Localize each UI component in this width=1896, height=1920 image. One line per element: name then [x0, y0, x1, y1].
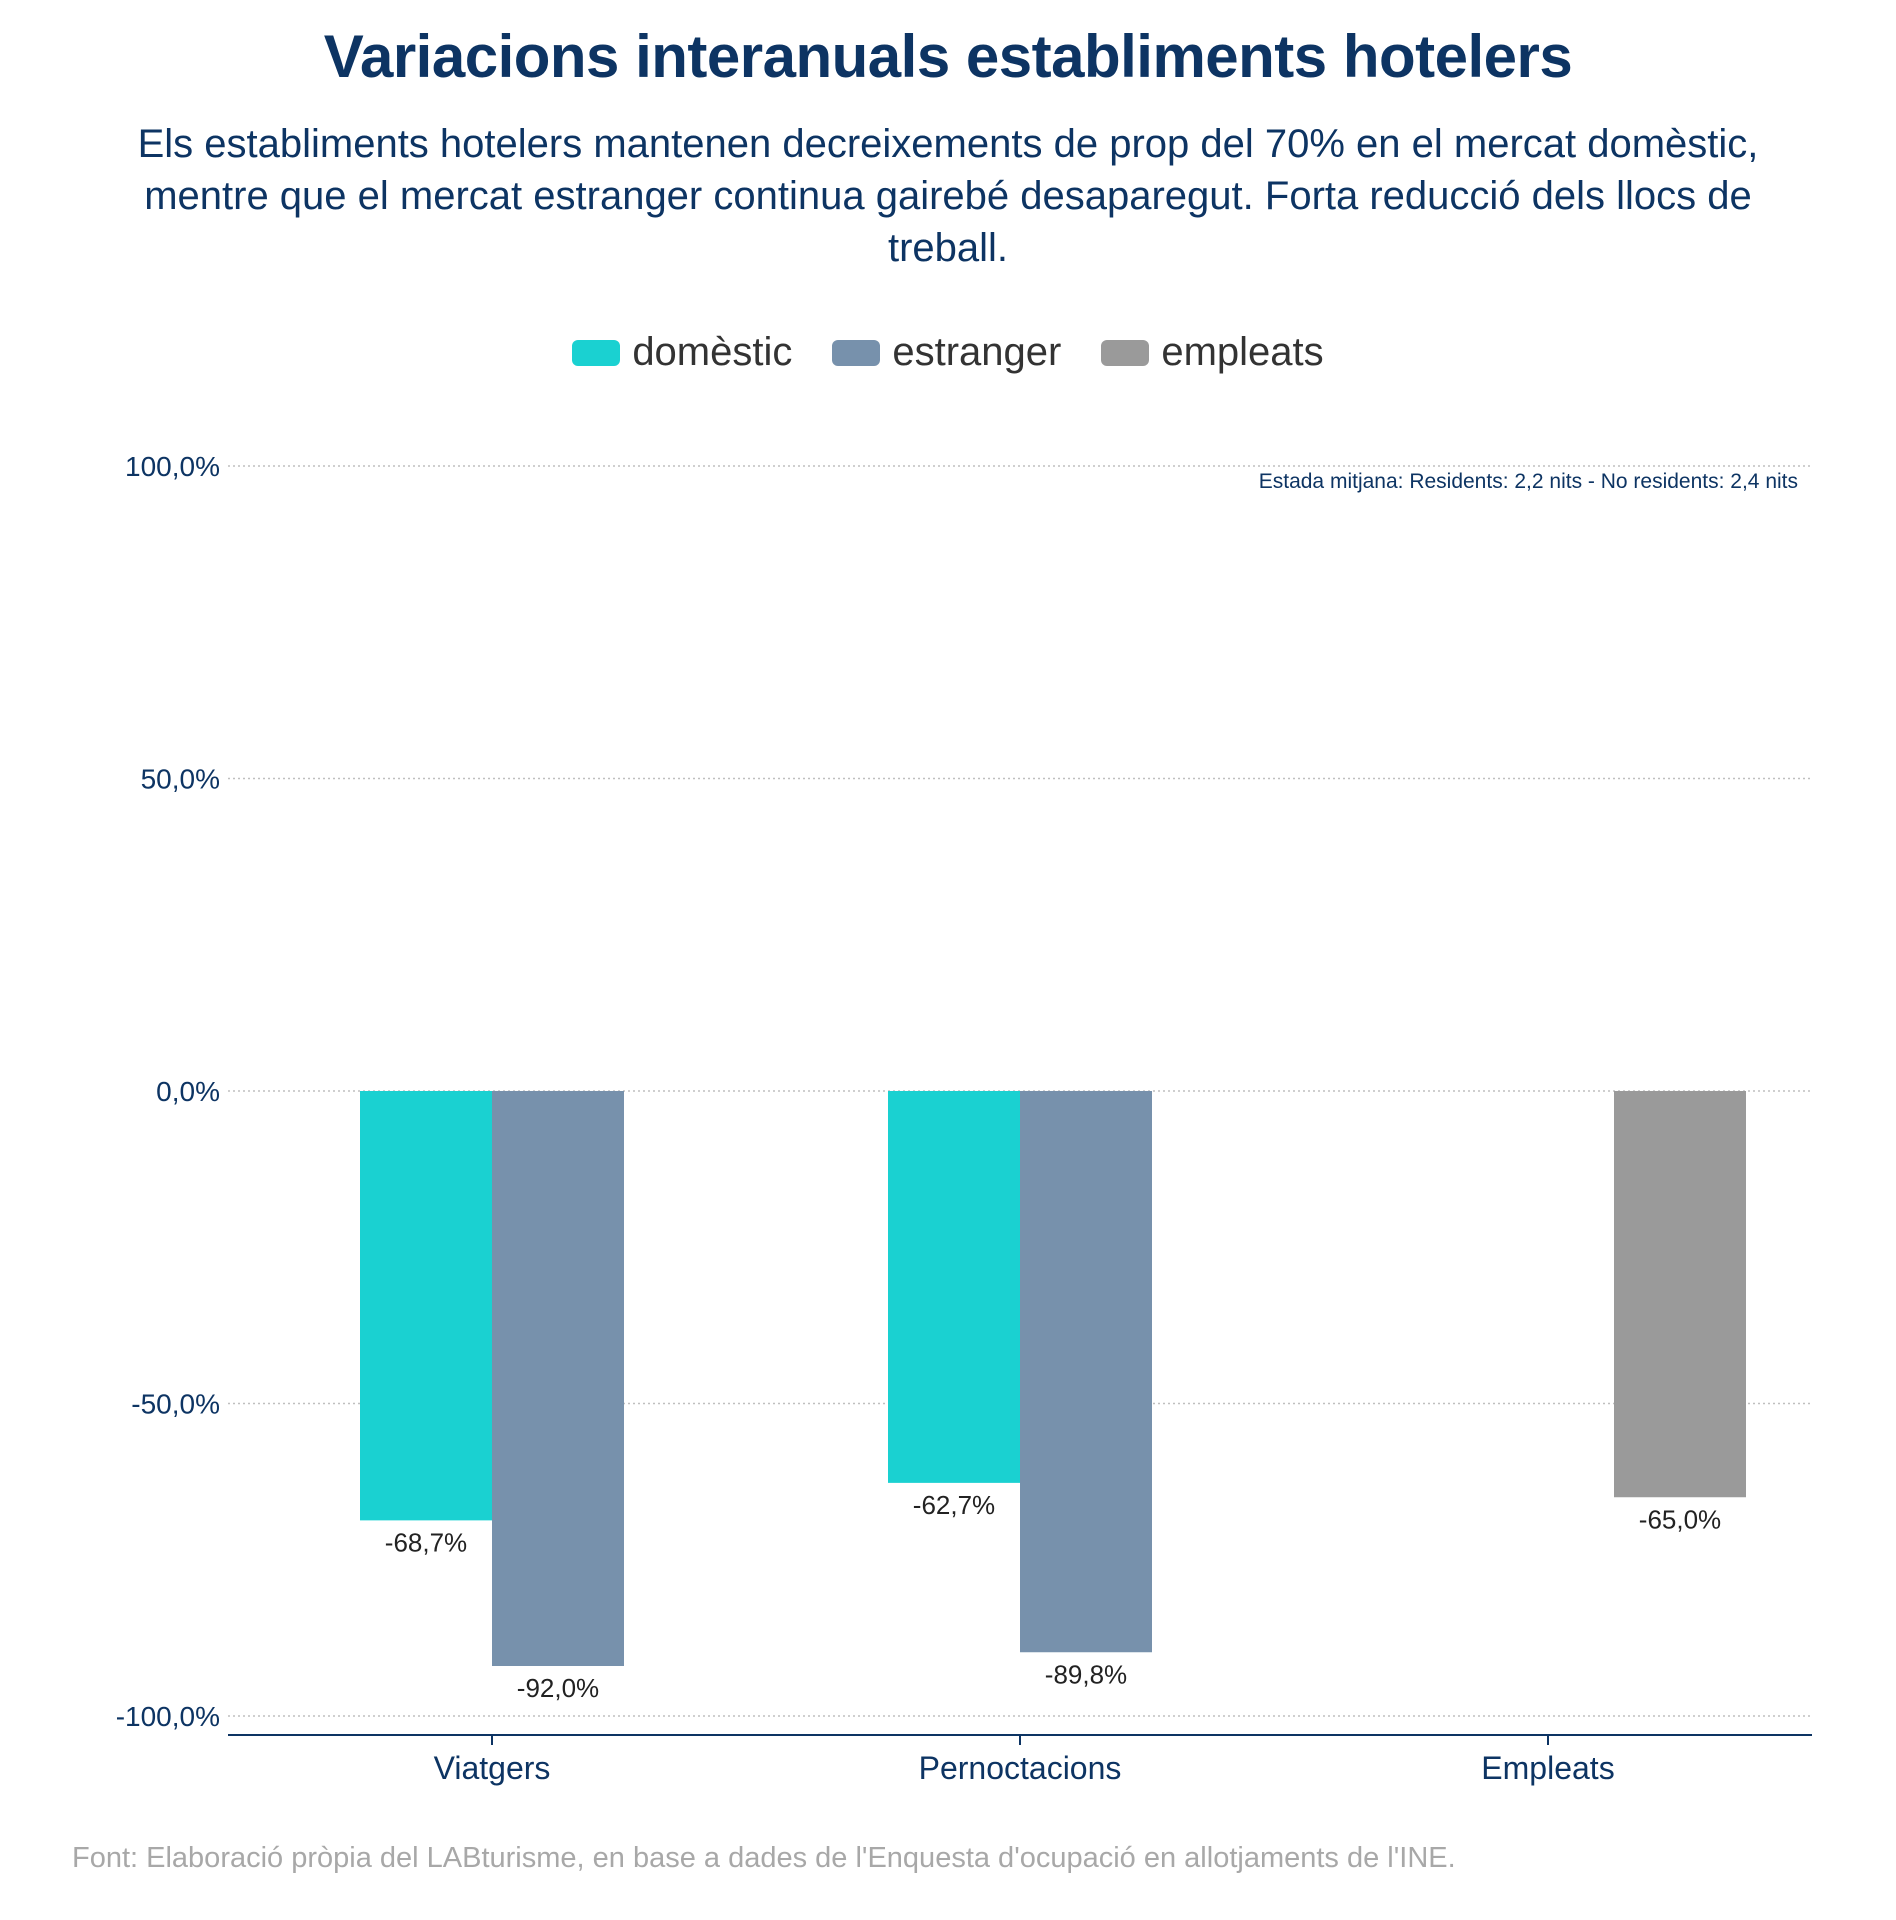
legend-item-domestic[interactable]: domèstic [572, 330, 792, 375]
data-label: -89,8% [1045, 1659, 1127, 1689]
legend: domèstic estranger empleats [0, 330, 1896, 375]
bar-domèstic [360, 1091, 492, 1521]
x-tick-label: Pernoctacions [919, 1750, 1122, 1786]
chart-title: Variacions interanuals establiments hote… [323, 23, 1573, 90]
legend-swatch-domestic [572, 339, 621, 366]
source-note: Font: Elaboració pròpia del LABturisme, … [72, 1842, 1456, 1874]
legend-label-estranger: estranger [892, 330, 1062, 374]
legend-label-domestic: domèstic [632, 330, 793, 374]
y-tick-label: -50,0% [131, 1389, 220, 1420]
chart-annotation: Estada mitjana: Residents: 2,2 nits - No… [1258, 470, 1798, 493]
legend-label-empleats: empleats [1161, 330, 1324, 374]
data-label: -65,0% [1639, 1504, 1721, 1534]
y-tick-label: 0,0% [156, 1076, 220, 1107]
bar-domèstic [888, 1091, 1020, 1483]
legend-swatch-empleats [1101, 339, 1150, 366]
bar-estranger [492, 1091, 624, 1666]
legend-swatch-estranger [832, 339, 881, 366]
legend-item-estranger[interactable]: estranger [832, 330, 1061, 375]
x-tick-label: Empleats [1481, 1750, 1614, 1786]
data-label: -62,7% [913, 1490, 995, 1520]
data-label: -68,7% [385, 1527, 467, 1557]
legend-item-empleats[interactable]: empleats [1101, 330, 1324, 375]
bar-empleats [1614, 1091, 1746, 1498]
y-tick-label: 50,0% [141, 764, 220, 795]
data-label: -92,0% [517, 1673, 599, 1703]
y-tick-label: 100,0% [125, 451, 220, 482]
x-tick-label: Viatgers [434, 1750, 551, 1786]
chart-subtitle: Els establiments hotelers mantenen decre… [137, 122, 1759, 270]
bar-estranger [1020, 1091, 1152, 1653]
y-tick-label: -100,0% [116, 1701, 220, 1732]
